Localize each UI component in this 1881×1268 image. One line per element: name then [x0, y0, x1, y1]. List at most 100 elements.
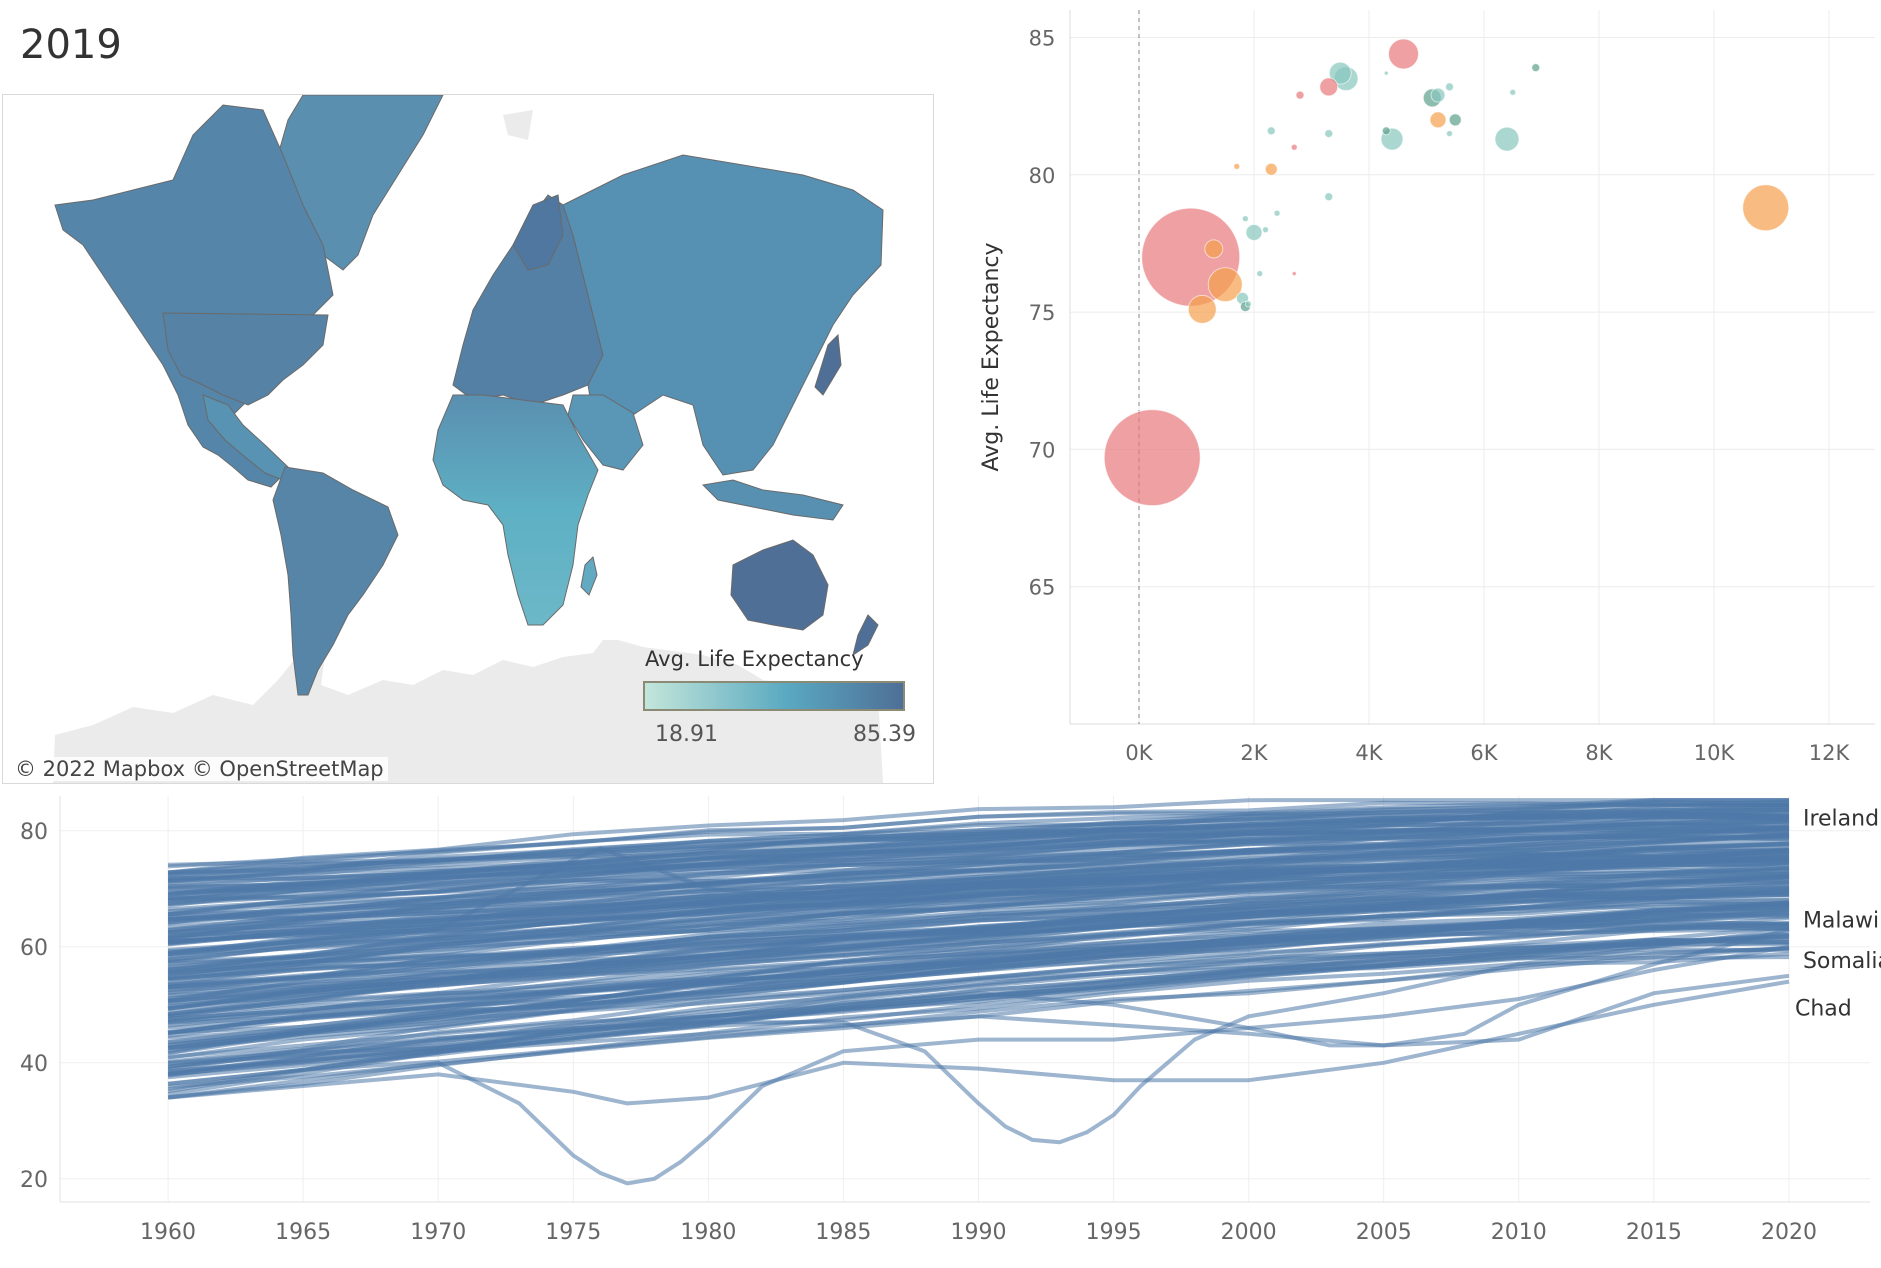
southeast-asia-shape	[701, 479, 844, 521]
country-line[interactable]	[167, 973, 1790, 1077]
scatter-point[interactable]	[1446, 130, 1453, 138]
line-y-tick-label: 40	[20, 1052, 48, 1077]
scatter-x-tick-label: 2K	[1240, 741, 1268, 765]
scatter-point[interactable]	[1264, 162, 1278, 176]
middle-east-shape	[567, 394, 644, 471]
scatter-point[interactable]	[1245, 223, 1263, 241]
country-line[interactable]	[167, 902, 1790, 1021]
world-map[interactable]	[3, 95, 933, 783]
line-x-tick-label: 2005	[1356, 1220, 1412, 1245]
scatter-x-tick-label: 4K	[1355, 741, 1383, 765]
world-map-panel[interactable]: Avg. Life Expectancy 18.91 85.39 © 2022 …	[2, 94, 934, 784]
scatter-point[interactable]	[1742, 184, 1790, 232]
scatter-x-tick-label: 10K	[1694, 741, 1736, 765]
line-x-tick-label: 1960	[140, 1220, 196, 1245]
legend-gradient-bar	[643, 681, 905, 711]
japan-shape	[814, 333, 842, 396]
country-line[interactable]	[167, 944, 1790, 1186]
country-line[interactable]	[168, 819, 1790, 893]
scatter-point[interactable]	[1445, 82, 1454, 92]
country-line[interactable]	[167, 927, 1790, 1059]
country-line[interactable]	[168, 848, 1790, 956]
africa-shape	[432, 394, 599, 626]
line-x-tick-label: 1980	[680, 1220, 736, 1245]
legend-max-value: 85.39	[853, 722, 916, 747]
scatter-point[interactable]	[1494, 126, 1520, 152]
line-x-tick-label: 2010	[1491, 1220, 1547, 1245]
scatter-point[interactable]	[1241, 215, 1249, 223]
scatter-y-tick-label: 65	[1029, 576, 1056, 600]
scatter-point[interactable]	[1381, 126, 1391, 136]
map-color-legend: Avg. Life Expectancy 18.91 85.39	[643, 647, 933, 747]
scatter-point[interactable]	[1256, 270, 1264, 278]
scatter-point[interactable]	[1266, 126, 1276, 136]
scatter-point[interactable]	[1273, 209, 1281, 217]
country-line[interactable]	[168, 808, 1790, 889]
series-end-label: Malawi	[1803, 909, 1879, 934]
scatter-y-axis-title: Avg. Life Expectancy	[979, 242, 1004, 471]
scatter-point[interactable]	[1448, 113, 1462, 127]
scatter-point[interactable]	[1187, 294, 1217, 324]
line-x-tick-label: 1970	[410, 1220, 466, 1245]
usa-shape	[162, 312, 329, 406]
scatter-point[interactable]	[1319, 77, 1339, 97]
country-line[interactable]	[168, 846, 1790, 943]
madagascar-shape	[580, 556, 598, 596]
country-line[interactable]	[167, 874, 1790, 990]
country-line[interactable]	[168, 798, 1789, 867]
scatter-x-tick-label: 0K	[1125, 741, 1153, 765]
country-line[interactable]	[167, 937, 1790, 1069]
map-attribution[interactable]: © 2022 Mapbox © OpenStreetMap	[11, 757, 388, 781]
country-line[interactable]	[167, 907, 1790, 1035]
line-x-tick-label: 2020	[1761, 1220, 1817, 1245]
scatter-point[interactable]	[1295, 90, 1305, 100]
scatter-point[interactable]	[1324, 129, 1334, 139]
scatter-point[interactable]	[1429, 111, 1447, 129]
line-y-tick-label: 60	[20, 936, 48, 961]
country-line[interactable]	[167, 932, 1790, 1080]
scatter-point[interactable]	[1262, 226, 1269, 234]
scatter-x-tick-label: 8K	[1585, 741, 1613, 765]
line-x-tick-label: 2000	[1221, 1220, 1277, 1245]
line-x-tick-label: 1990	[951, 1220, 1007, 1245]
scatter-y-tick-label: 70	[1029, 438, 1056, 462]
scatter-y-tick-label: 85	[1029, 26, 1056, 50]
scatter-point[interactable]	[1290, 143, 1298, 151]
new-zealand-shape	[852, 614, 879, 657]
line-x-tick-label: 1985	[815, 1220, 871, 1245]
country-line[interactable]	[167, 801, 1790, 875]
scatter-point[interactable]	[1233, 163, 1241, 171]
line-x-tick-label: 1965	[275, 1220, 331, 1245]
scatter-point[interactable]	[1324, 192, 1334, 202]
legend-min-value: 18.91	[655, 722, 718, 747]
scatter-y-tick-label: 80	[1029, 164, 1056, 188]
line-x-tick-label: 1975	[545, 1220, 601, 1245]
country-line[interactable]	[167, 871, 1790, 976]
scatter-point[interactable]	[1204, 239, 1224, 259]
scatter-point[interactable]	[1531, 63, 1541, 73]
scatter-point[interactable]	[1430, 87, 1446, 103]
scatter-x-tick-label: 6K	[1470, 741, 1498, 765]
country-line[interactable]	[167, 935, 1790, 1069]
series-end-label: Ireland	[1803, 806, 1879, 831]
scatter-point[interactable]	[1383, 70, 1389, 76]
life-expectancy-line-chart[interactable]: 1960 1965 1970 1975 1980 1985 1990 1995 2000 2005…	[0, 790, 1881, 1268]
country-line[interactable]	[167, 875, 1790, 972]
asia-shape	[562, 154, 884, 476]
series-end-label: Chad	[1795, 997, 1852, 1022]
scatter-point[interactable]	[1388, 38, 1419, 70]
scatter-point[interactable]	[1328, 61, 1352, 85]
scandinavia-shape	[512, 194, 564, 271]
scatter-point[interactable]	[1509, 88, 1517, 96]
scatter-point[interactable]	[1207, 267, 1243, 303]
arctic-islands-shape	[503, 110, 533, 140]
scatter-point[interactable]	[1103, 409, 1201, 507]
life-expectancy-scatter-chart[interactable]: 0K 2K 4K 6K 8K 10K 12K 65 70 75 80 85 Avg. Life Expe…	[960, 0, 1881, 790]
south-america-shape	[272, 466, 399, 696]
scatter-point[interactable]	[1291, 271, 1297, 277]
line-y-tick-label: 80	[20, 820, 48, 845]
legend-title: Avg. Life Expectancy	[645, 647, 864, 671]
scatter-point[interactable]	[1244, 300, 1252, 308]
country-line[interactable]	[167, 927, 1790, 1145]
series-end-label: Somalia	[1803, 949, 1881, 974]
